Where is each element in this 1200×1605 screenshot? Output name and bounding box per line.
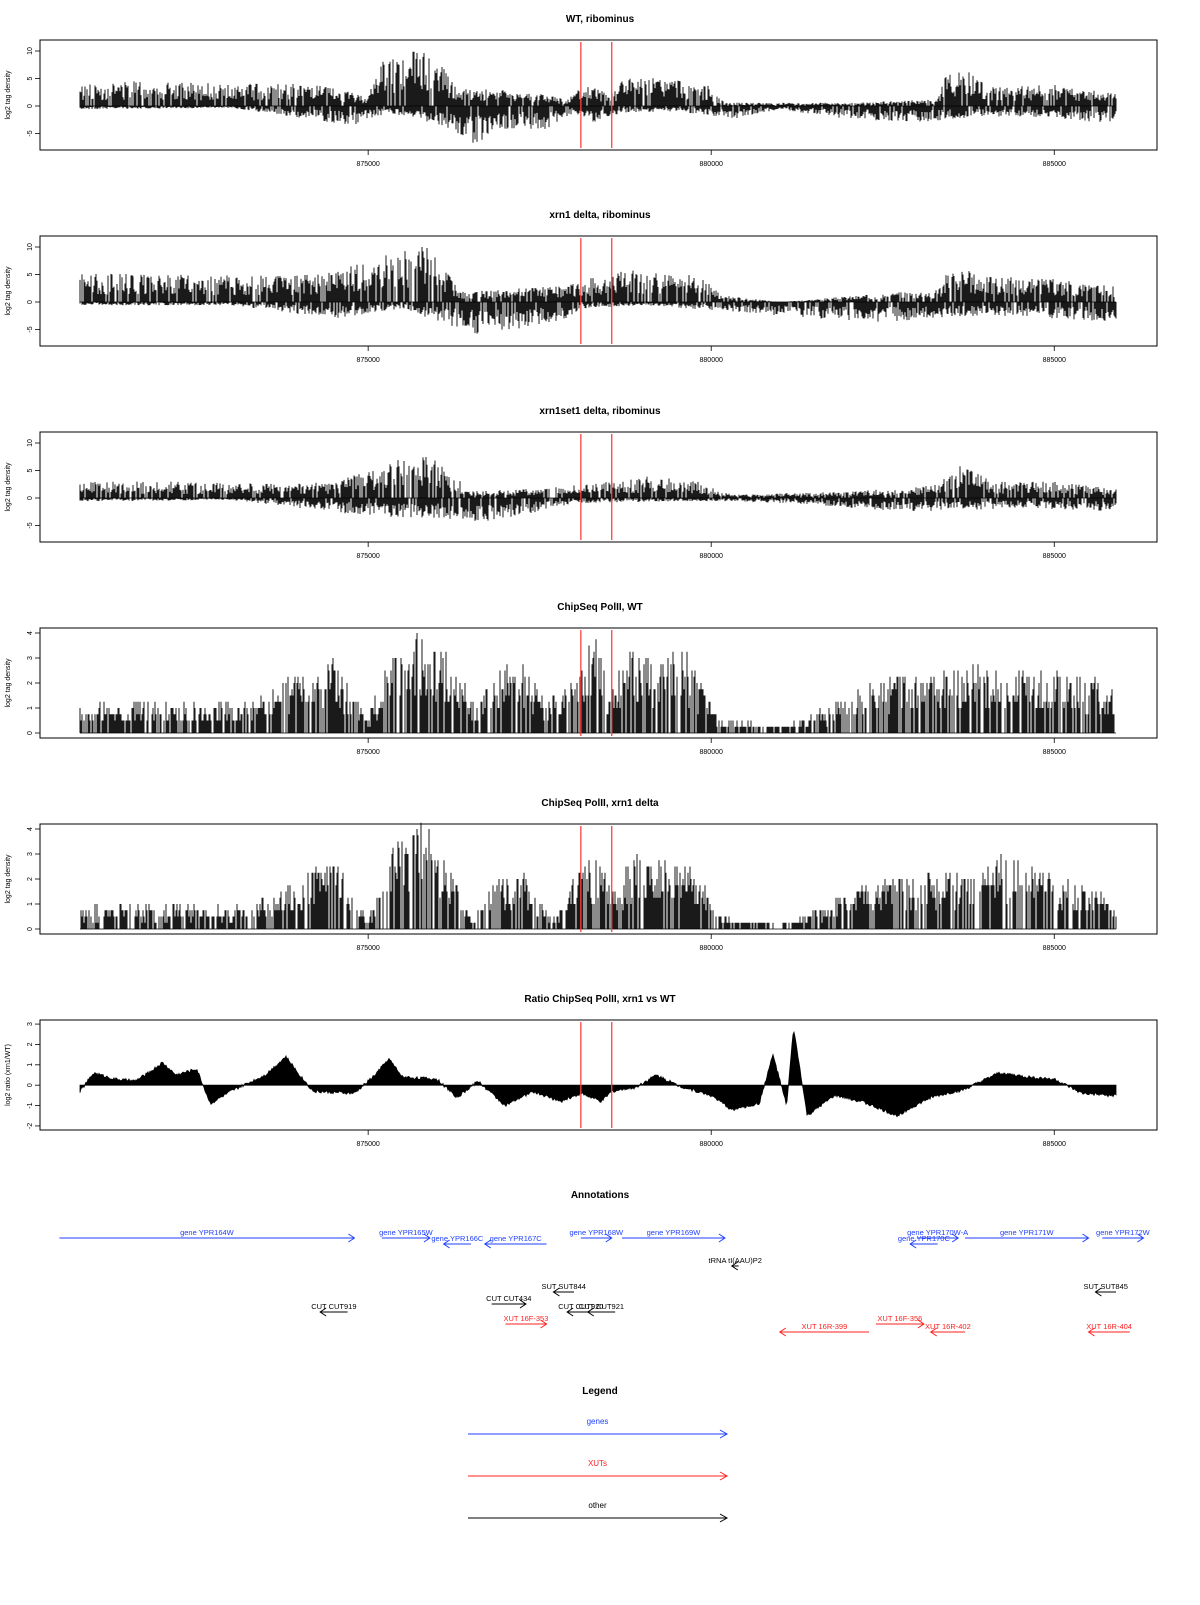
data-bars	[80, 457, 1116, 521]
y-tick-label: 10	[27, 243, 34, 251]
y-tick-label: -5	[27, 522, 34, 528]
y-tick-label: 0	[27, 300, 34, 304]
y-tick-label: -5	[27, 130, 34, 136]
data-bars	[80, 247, 1116, 334]
x-tick-label: 880000	[700, 553, 723, 560]
chart-xrn1set1-ribominus: -5 0 5 10 log2 tag density 875000 880000 885000	[0, 392, 1200, 588]
y-tick-label: 5	[27, 468, 34, 472]
panel-wt-ribominus: WT, ribominus -5 0 5 10 log2 tag density 8750…	[0, 0, 1200, 196]
y-tick-label: -5	[27, 326, 34, 332]
x-tick-label: 885000	[1043, 161, 1066, 168]
y-axis-label: log2 tag density	[5, 70, 12, 120]
data-bars	[80, 52, 1116, 143]
panel-title: xrn1set1 delta, ribominus	[0, 406, 1200, 417]
y-tick-label: 5	[27, 272, 34, 276]
panel-xrn1set1-ribominus: xrn1set1 delta, ribominus -5 0 5 10 log2 tag…	[0, 392, 1200, 588]
x-tick-label: 885000	[1043, 357, 1066, 364]
plot-frame	[40, 432, 1157, 542]
y-tick-label: 10	[27, 47, 34, 55]
y-tick-label: 5	[27, 76, 34, 80]
y-tick-label: 10	[27, 439, 34, 447]
y-tick-label: 0	[27, 496, 34, 500]
y-tick-label: 0	[27, 104, 34, 108]
x-tick-label: 875000	[356, 161, 379, 168]
x-tick-label: 875000	[356, 553, 379, 560]
panel-title: xrn1 delta, ribominus	[0, 210, 1200, 221]
x-tick-label: 880000	[700, 357, 723, 364]
y-axis-label: log2 tag density	[5, 266, 12, 316]
chart-wt-ribominus: -5 0 5 10 log2 tag density 875000 880000 885000	[0, 0, 1200, 196]
y-axis-label: log2 tag density	[5, 462, 12, 512]
panel-xrn1-ribominus: xrn1 delta, ribominus -5 0 5 10 log2 tag den…	[0, 196, 1200, 392]
x-tick-label: 880000	[700, 161, 723, 168]
chart-xrn1-ribominus: -5 0 5 10 log2 tag density 875000 880000 885000	[0, 196, 1200, 392]
x-tick-label: 875000	[356, 357, 379, 364]
panel-title: WT, ribominus	[0, 14, 1200, 25]
x-tick-label: 885000	[1043, 553, 1066, 560]
